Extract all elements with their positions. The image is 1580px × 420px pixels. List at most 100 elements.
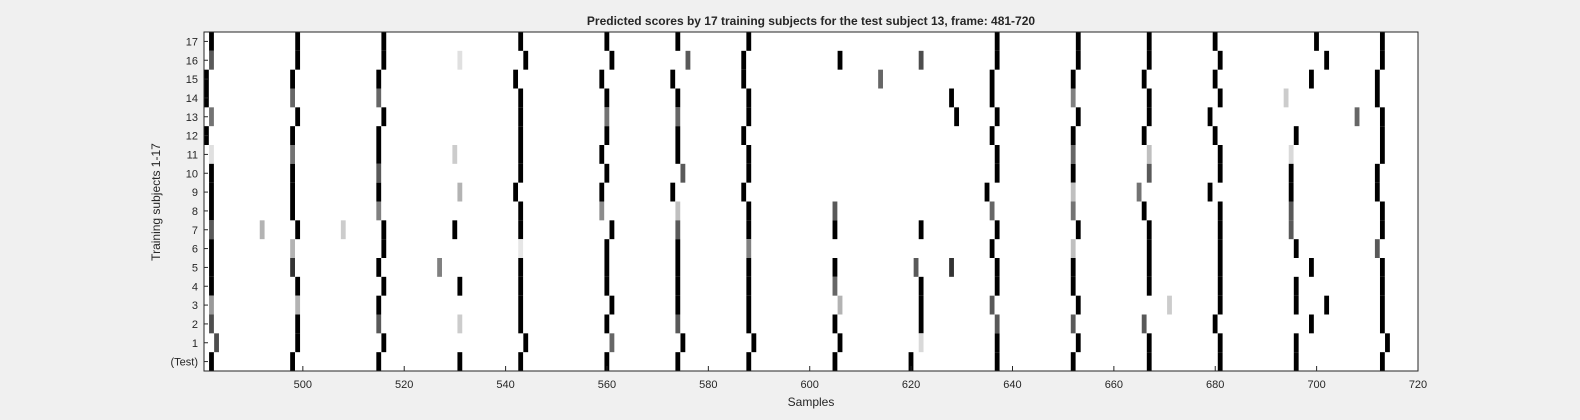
heatmap-cell <box>209 201 214 221</box>
heatmap-cell <box>1379 295 1385 315</box>
x-tick-label: 640 <box>1003 379 1021 391</box>
heatmap-cell <box>913 258 919 277</box>
heatmap-cell <box>381 32 387 51</box>
heatmap-cell <box>1314 32 1319 51</box>
heatmap-cell <box>381 333 387 353</box>
heatmap-cell <box>949 258 954 277</box>
heatmap-cell <box>1141 126 1147 145</box>
x-tick-label: 520 <box>395 379 413 391</box>
y-tick-label: 2 <box>192 319 198 331</box>
heatmap-cell <box>1070 163 1076 183</box>
heatmap-cell <box>994 107 1000 127</box>
heatmap-cell <box>457 314 463 334</box>
heatmap-cell <box>518 32 524 51</box>
heatmap-cell <box>1288 201 1294 221</box>
heatmap-cell <box>1288 182 1294 202</box>
heatmap-cell <box>675 32 681 51</box>
heatmap-cell <box>376 182 382 202</box>
y-tick-label: 17 <box>186 36 198 48</box>
heatmap-cell <box>609 50 615 70</box>
heatmap-cell <box>376 201 382 221</box>
heatmap-cell <box>746 107 752 127</box>
heatmap-cell <box>376 352 382 371</box>
y-tick-label: 16 <box>186 55 198 67</box>
heatmap-cell <box>746 295 752 315</box>
heatmap-cell <box>746 88 752 108</box>
heatmap-cell <box>1374 88 1380 108</box>
heatmap-cell <box>457 50 463 70</box>
heatmap-cell <box>609 333 615 353</box>
heatmap-cell <box>832 220 838 240</box>
heatmap-cell <box>609 220 615 240</box>
x-tick-label: 620 <box>902 379 920 391</box>
heatmap-cell <box>746 145 752 164</box>
heatmap-cell <box>989 295 995 315</box>
heatmap-cell <box>1070 88 1076 108</box>
heatmap-cell <box>1379 258 1385 277</box>
heatmap-cell <box>832 201 838 221</box>
heatmap-cell <box>599 201 605 221</box>
heatmap-cell <box>381 50 387 70</box>
heatmap-cell <box>604 88 610 108</box>
heatmap-cell <box>675 145 681 164</box>
heatmap-cell <box>1217 239 1223 258</box>
heatmap-cell <box>1070 69 1076 89</box>
heatmap-cell <box>741 50 747 70</box>
heatmap-cell <box>1379 201 1385 221</box>
y-tick-label: 1 <box>192 338 198 350</box>
heatmap-cell <box>1212 126 1218 145</box>
heatmap-cell <box>209 258 214 277</box>
heatmap-cell <box>989 69 995 89</box>
heatmap-cell <box>290 88 295 108</box>
heatmap-cell <box>837 295 843 315</box>
heatmap-cell <box>675 220 681 240</box>
heatmap-cell <box>746 163 752 183</box>
heatmap-cell <box>1146 32 1152 51</box>
heatmap-cell <box>837 50 843 70</box>
heatmap-cell <box>376 88 382 108</box>
heatmap-cell <box>1075 333 1081 353</box>
heatmap-cell <box>604 32 610 51</box>
x-tick-label: 720 <box>1409 379 1427 391</box>
heatmap-cell <box>918 50 924 70</box>
heatmap-cell <box>1146 163 1152 183</box>
heatmap-cell <box>1385 333 1390 353</box>
heatmap-cell <box>1141 314 1147 334</box>
heatmap-cell <box>1070 182 1076 202</box>
heatmap-cell <box>376 258 382 277</box>
heatmap-cell <box>1146 258 1152 277</box>
heatmap-cell <box>1075 107 1081 127</box>
heatmap-cell <box>1146 107 1152 127</box>
plot-area <box>204 32 1418 371</box>
heatmap-cell <box>994 145 1000 164</box>
heatmap-cell <box>513 69 519 89</box>
heatmap-cell <box>295 50 301 70</box>
heatmap-cell <box>741 182 747 202</box>
heatmap-cell <box>1212 314 1218 334</box>
x-tick-label: 600 <box>801 379 819 391</box>
heatmap-cell <box>1075 295 1081 315</box>
heatmap-cell <box>1070 126 1076 145</box>
heatmap-cell <box>295 314 301 334</box>
heatmap-cell <box>295 333 301 353</box>
heatmap-cell <box>457 276 463 296</box>
plot-frame <box>203 31 1419 372</box>
heatmap-cell <box>209 220 214 240</box>
heatmap-cell <box>1293 333 1299 353</box>
heatmap-cell <box>1217 145 1223 164</box>
heatmap-cell <box>1212 32 1218 51</box>
heatmap-cell <box>989 239 995 258</box>
heatmap-cell <box>1217 220 1223 240</box>
heatmap-cell <box>1141 201 1147 221</box>
heatmap-cell <box>1379 32 1385 51</box>
heatmap-cell <box>295 295 301 315</box>
x-tick-label: 500 <box>294 379 312 391</box>
heatmap-cell <box>609 295 615 315</box>
heatmap-cell <box>604 163 610 183</box>
heatmap-cell <box>209 50 214 70</box>
heatmap-cell <box>604 107 610 127</box>
heatmap-cell <box>1379 107 1385 127</box>
y-tick-label: 8 <box>192 206 198 218</box>
heatmap-cell <box>1379 352 1385 371</box>
